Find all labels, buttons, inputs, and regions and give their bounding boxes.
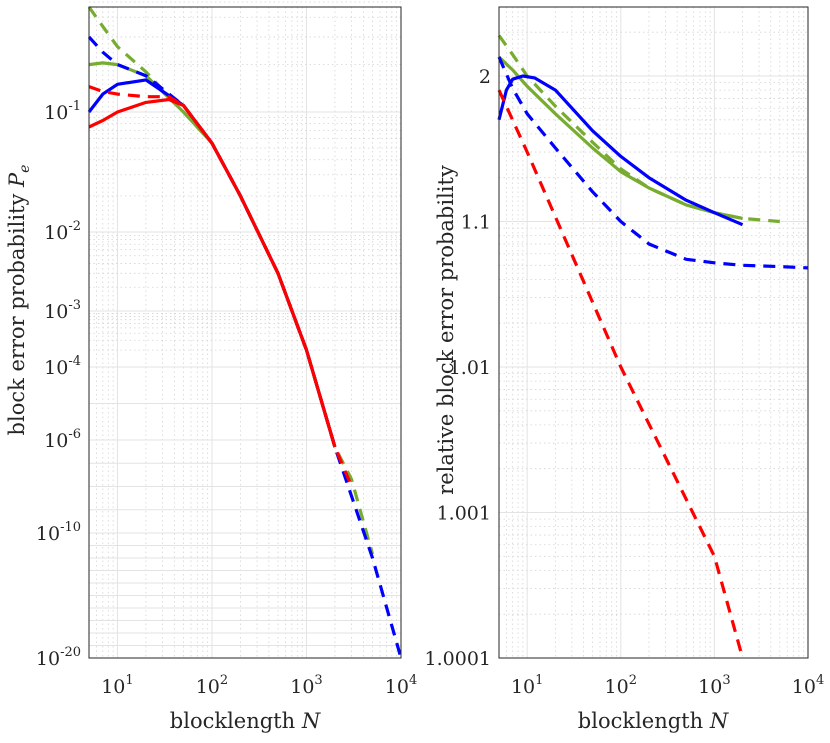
right-series-group (497, 34, 809, 659)
left-series-blue-dashed (87, 35, 403, 659)
left-x-tick-label: 104 (385, 673, 417, 698)
left-grid (88, 1, 402, 658)
right-y-tick-label: 2 (479, 66, 491, 88)
left-y-tick-label: 10-6 (44, 427, 81, 452)
left-y-tick-label: 10-1 (44, 99, 81, 124)
right-y-tick-label: 1.01 (449, 357, 491, 379)
right-grid (498, 7, 809, 659)
left-y-tick-label: 10-2 (44, 219, 81, 244)
right-y-tick-label: 1.0001 (425, 648, 491, 670)
left-series-red-solid (88, 97, 337, 448)
right-y-tick-label: 1.1 (461, 212, 491, 234)
right-x-tick-label: 101 (511, 673, 543, 698)
right-series-green-dashed (497, 34, 780, 224)
left-x-tick-label: 101 (101, 673, 133, 698)
right-y-tick-label: 1.001 (437, 503, 491, 525)
left-y-tick-label: 10-20 (36, 645, 81, 670)
right-x-tick-label: 103 (698, 673, 730, 698)
right-series-blue-dashed (497, 56, 809, 270)
left-x-tick-label: 102 (196, 673, 228, 698)
right-x-tick-label: 102 (605, 673, 637, 698)
right-x-axis-label: blocklength N (578, 709, 729, 733)
right-x-tick-label: 104 (792, 673, 824, 698)
left-axes-frame (88, 6, 402, 659)
left-series-red-dashed (88, 85, 354, 488)
left-y-tick-label: 10-3 (44, 298, 81, 323)
right-axes-frame (498, 6, 809, 659)
left-series-green-dashed (87, 6, 375, 555)
left-series-group (87, 6, 403, 659)
left-y-axis-label: block error probability Pe (5, 165, 33, 436)
left-y-tick-label: 10-10 (36, 520, 81, 545)
left-x-axis-label: blocklength N (170, 709, 321, 733)
right-series-red-dashed (497, 89, 745, 659)
left-tick-labels: 101 102 103 104 10-20 10-10 10-6 10-4 10-3 10-2 10… (36, 99, 417, 698)
right-tick-labels: 101 102 103 104 2 1.1 1.01 1.001 1.0001 (425, 66, 825, 698)
right-plot: 101 102 103 104 2 1.1 1.01 1.001 1.0001 blocklen… (425, 6, 825, 733)
right-series-blue-solid (497, 74, 744, 227)
left-x-tick-label: 103 (290, 673, 322, 698)
right-y-axis-label: relative block error probability (434, 165, 458, 495)
left-plot: 101 102 103 104 10-20 10-10 10-6 10-4 10-3 10-2 10… (5, 1, 417, 733)
left-y-tick-label: 10-4 (44, 354, 81, 379)
